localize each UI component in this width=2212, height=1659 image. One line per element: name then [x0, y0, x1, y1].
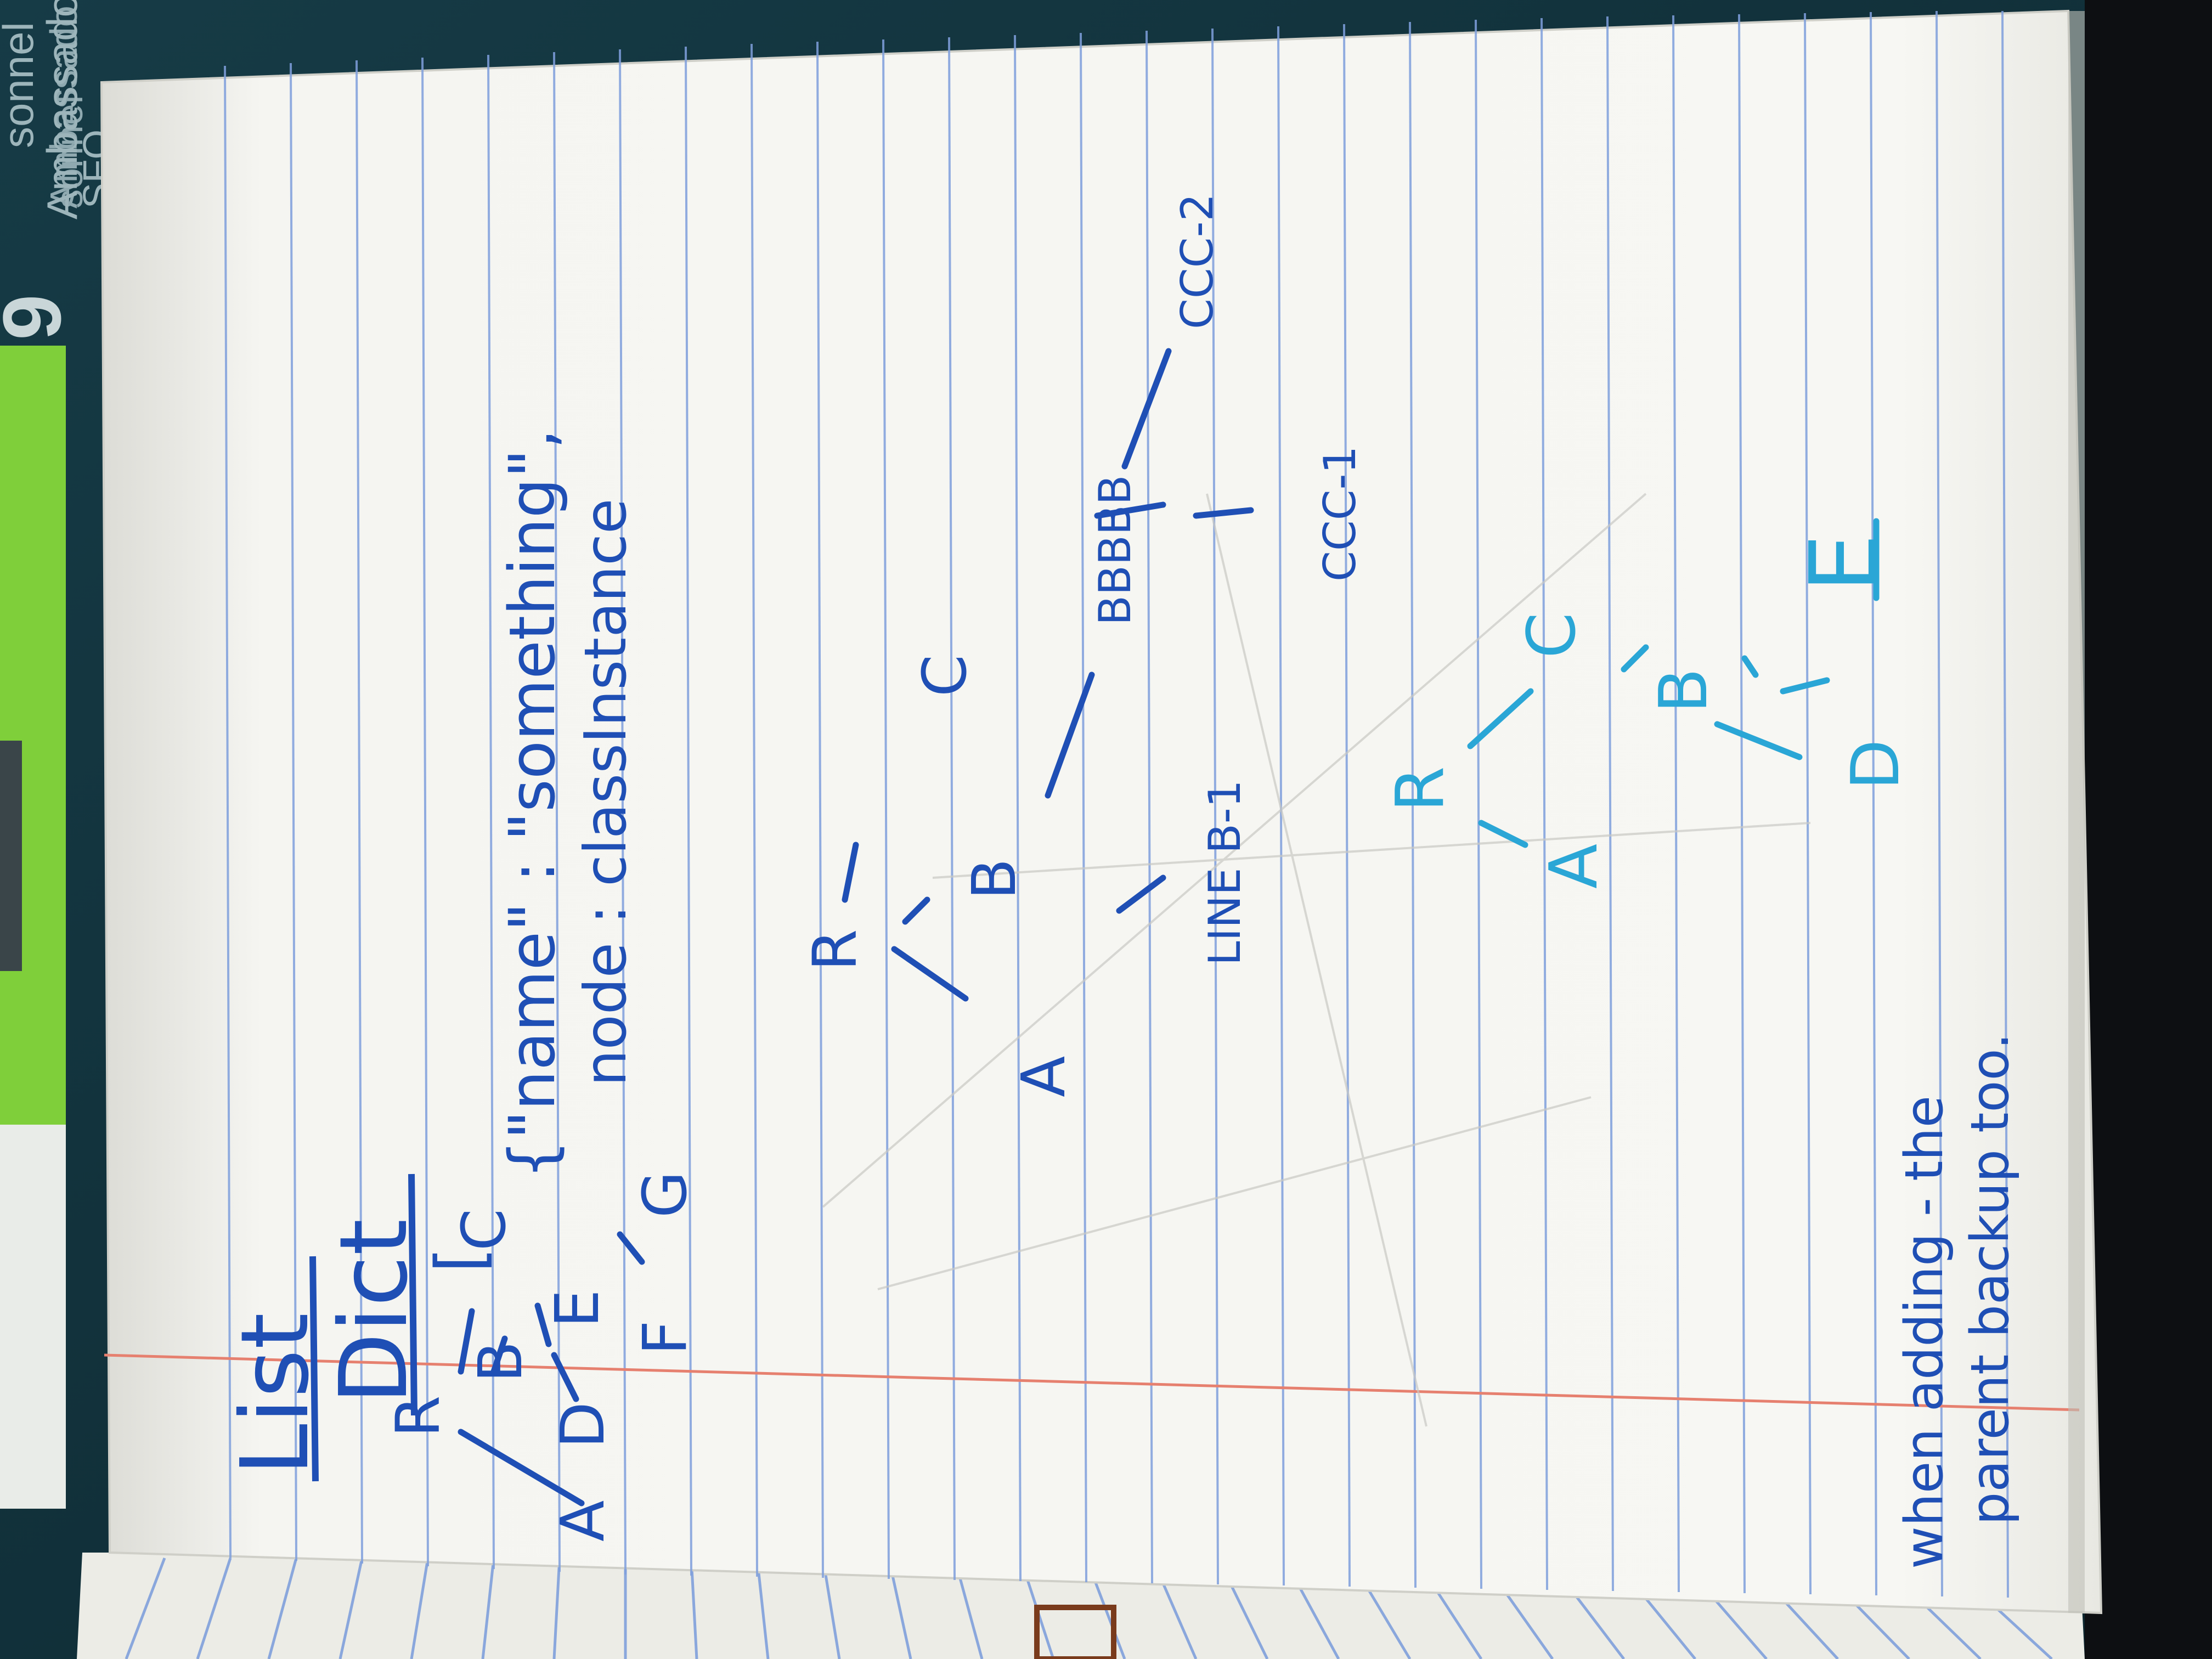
tree-three-node-a: A	[1536, 844, 1612, 889]
title-list-underline	[309, 1256, 319, 1482]
tree-two-node-b: B	[959, 859, 1029, 900]
sign-line2-b: Ambassado	[38, 0, 86, 219]
tree-one-node-d: D	[548, 1402, 618, 1448]
under-page-doodle	[1034, 1605, 1116, 1659]
margin-line	[104, 1353, 2080, 1412]
notebook-page	[100, 9, 2103, 1615]
sign-line2: Ambassado	[42, 5, 85, 208]
tree-one-node-a: A	[548, 1500, 618, 1542]
tree-one-node-e: E	[542, 1289, 612, 1328]
tree-one-node-r: R	[383, 1396, 453, 1437]
tree-one-node-g: G	[630, 1171, 700, 1218]
tree-two-node-lineb: LINE B-1	[1199, 780, 1250, 966]
right-dark-area	[2085, 0, 2212, 1659]
tree-two-node-ccc1: CCC-1	[1314, 446, 1365, 582]
sign-number: 9	[0, 295, 78, 340]
folder-gray-stripe	[0, 741, 22, 971]
tree-two: R A B C LINE B-1 BBBBB CCC-1 CCC-2	[800, 194, 1365, 1097]
title-dict-underline	[408, 1173, 417, 1416]
dict-line2: node : classInstance	[572, 499, 639, 1086]
white-card-edge	[0, 1125, 66, 1509]
footer-line1: when adding - the	[1894, 1096, 1955, 1569]
tree-two-node-r: R	[800, 929, 870, 971]
tree-three-node-r: R	[1383, 766, 1459, 812]
page-edge-shadow	[2068, 11, 2085, 1613]
footer-note: when adding - the parent backup too.	[1894, 1033, 2021, 1569]
handwriting-main: List Dict [ {"name" : "something", node …	[221, 429, 639, 1482]
pencil-sketch	[822, 493, 1811, 1427]
tree-two-node-c: C	[910, 654, 980, 697]
sign-line1-b: sonnel	[0, 22, 42, 148]
footer-line2: parent backup too.	[1960, 1033, 2021, 1525]
tree-one: R A B C D E F G	[383, 1171, 700, 1542]
dict-line1: {"name" : "something",	[496, 429, 569, 1180]
tree-one-node-c: C	[449, 1209, 519, 1251]
tree-three-node-b: B	[1646, 668, 1722, 713]
bracket: [	[422, 1247, 499, 1273]
background-sign: sonnel Ambassado	[42, 5, 91, 208]
tree-two-node-ccc2: CCC-2	[1172, 194, 1223, 329]
tree-two-node-bbbbb: BBBBB	[1090, 475, 1141, 625]
tree-three-node-e: E	[1790, 534, 1899, 592]
tree-three-node-c: C	[1514, 612, 1590, 658]
sign-line1: sonnel	[48, 95, 91, 208]
tree-two-edges	[842, 348, 1254, 1002]
tree-three: R A B C D E	[1383, 534, 1914, 889]
rule-lines	[224, 10, 2009, 1598]
tree-two-node-a: A	[1008, 1056, 1079, 1097]
tree-one-node-f: F	[630, 1321, 700, 1355]
tree-three-edges	[1467, 518, 1880, 848]
tree-one-edges	[458, 1231, 645, 1506]
tree-three-node-d: D	[1838, 740, 1914, 790]
